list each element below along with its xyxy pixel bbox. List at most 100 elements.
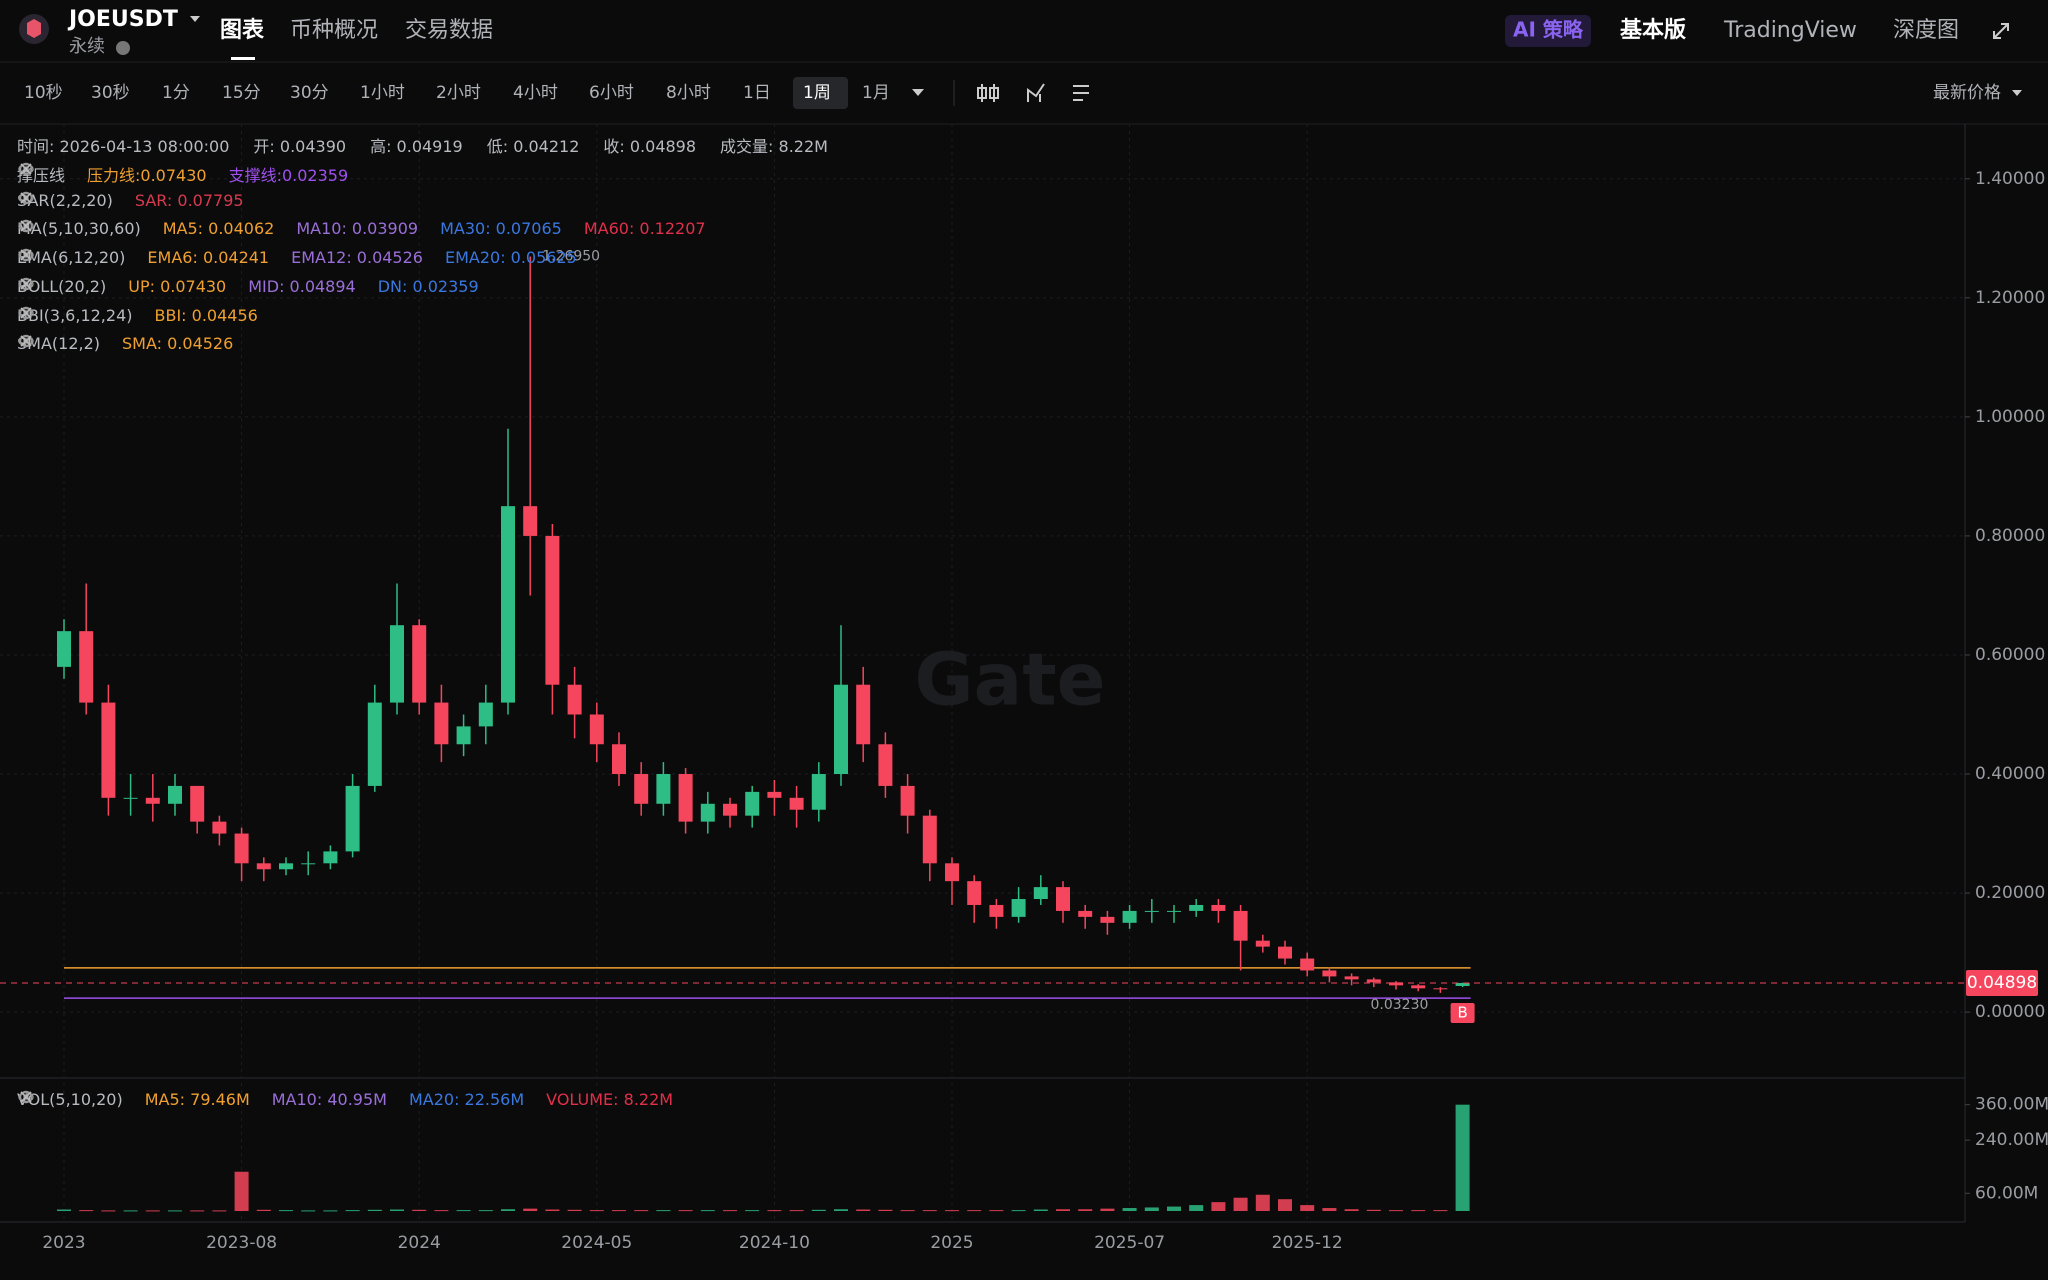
indicator-value: EMA12: 0.04526	[291, 248, 423, 268]
indicator-row: SAR(2,2,20) SAR: 0.07795	[17, 191, 244, 210]
volume-bar	[79, 1210, 94, 1212]
settings-icon[interactable]	[17, 1090, 35, 1104]
indicator-name[interactable]: SMA(12,2)	[17, 334, 101, 354]
header-link[interactable]: 深度图	[1893, 18, 1959, 43]
indicator-name[interactable]: MA(5,10,30,60)	[17, 219, 141, 239]
volume-bar	[700, 1210, 715, 1212]
interval[interactable]: 2小时	[436, 83, 481, 103]
candle-body	[79, 631, 94, 703]
y-tick-label: 0.20000	[1975, 883, 2045, 903]
header-link[interactable]: 基本版	[1620, 18, 1686, 43]
close-icon[interactable]	[17, 219, 35, 233]
volume-bar	[656, 1210, 671, 1212]
dropdown-arrow	[190, 16, 200, 22]
tab[interactable]: 交易数据	[405, 18, 493, 43]
interval[interactable]: 30分	[290, 83, 329, 103]
indicator-name[interactable]: EMA(6,12,20)	[17, 248, 126, 268]
indicator-name[interactable]: 撑压线	[17, 166, 66, 185]
indicator-value: UP: 0.07430	[128, 276, 227, 296]
indicator-name[interactable]: VOL(5,10,20)	[17, 1090, 123, 1109]
candle-body	[634, 774, 649, 804]
ai-button[interactable]: AI 策略	[1513, 18, 1584, 42]
settings-icon[interactable]	[1073, 85, 1089, 101]
volume-bar	[57, 1209, 71, 1211]
interval[interactable]: 1周	[803, 83, 831, 103]
candle-body	[234, 833, 249, 864]
candle-body	[789, 797, 804, 810]
settings-icon[interactable]	[17, 334, 35, 348]
indicator-name[interactable]: SAR(2,2,20)	[17, 190, 113, 210]
subtitle: 永续	[69, 36, 105, 57]
candle-body	[767, 791, 782, 798]
indicator-value: EMA6: 0.04241	[147, 248, 270, 268]
volume-bar	[967, 1210, 982, 1212]
volume-bar	[1233, 1197, 1248, 1211]
interval[interactable]: 4小时	[513, 83, 558, 103]
close-icon[interactable]	[17, 191, 35, 205]
settings-icon[interactable]	[17, 277, 35, 291]
candle-body	[212, 821, 227, 834]
candle-body	[834, 684, 848, 775]
candle-body	[190, 785, 205, 822]
watermark: Gate	[915, 638, 1106, 722]
y-tick-label: 1.20000	[1975, 288, 2045, 308]
volume-bar	[234, 1171, 249, 1211]
volume-bar	[1389, 1210, 1403, 1212]
volume-bar	[1455, 1104, 1470, 1211]
expand-icon[interactable]	[1993, 23, 2009, 39]
interval[interactable]: 15分	[222, 83, 261, 103]
tab[interactable]: 币种概况	[290, 18, 378, 43]
close-icon[interactable]	[17, 277, 35, 291]
indicator-name[interactable]: BBI(3,6,12,24)	[17, 305, 133, 325]
tab[interactable]: 图表	[220, 18, 265, 43]
candle-body	[1433, 988, 1448, 990]
price-mode[interactable]: 最新价格	[1933, 83, 2001, 103]
indicator-value: MA5: 79.46M	[144, 1090, 250, 1109]
x-tick-label: 2024	[398, 1233, 441, 1253]
candle-body	[1144, 910, 1159, 912]
volume-bar	[723, 1210, 737, 1212]
candle-body	[434, 702, 449, 745]
x-tick-label: 2023-08	[206, 1233, 277, 1253]
indicator-icon[interactable]	[1027, 83, 1045, 102]
settings-icon[interactable]	[17, 191, 35, 205]
x-tick-label: 2024-10	[739, 1233, 810, 1253]
candle-body	[1233, 910, 1248, 941]
interval[interactable]: 6小时	[589, 83, 634, 103]
close-icon[interactable]	[17, 334, 35, 348]
interval-dropdown[interactable]	[912, 89, 924, 96]
candle-body	[1122, 910, 1137, 923]
interval[interactable]: 30秒	[91, 83, 130, 103]
interval-selected-bg	[793, 77, 848, 109]
header-link[interactable]: TradingView	[1723, 18, 1857, 43]
indicator-name[interactable]: BOLL(20,2)	[17, 276, 107, 296]
volume-bar	[1144, 1207, 1159, 1211]
indicator-row: SMA(12,2) SMA: 0.04526	[17, 334, 233, 353]
indicator-value: MA20: 22.56M	[408, 1090, 525, 1109]
settings-icon[interactable]	[17, 248, 35, 262]
volume-bar	[1300, 1205, 1315, 1211]
close-icon[interactable]	[17, 1090, 35, 1104]
settings-icon[interactable]	[17, 306, 35, 320]
close-icon[interactable]	[17, 306, 35, 320]
interval[interactable]: 1月	[862, 83, 890, 103]
interval[interactable]: 8小时	[666, 83, 711, 103]
candle-body	[367, 702, 382, 786]
candle-icon[interactable]	[977, 84, 999, 102]
volume-bar	[434, 1210, 449, 1212]
interval[interactable]: 1日	[743, 83, 771, 103]
settings-icon[interactable]	[17, 162, 35, 176]
interval[interactable]: 10秒	[24, 83, 63, 103]
x-tick-label: 2024-05	[561, 1233, 632, 1253]
candle-body	[922, 815, 937, 864]
volume-bar	[834, 1209, 848, 1211]
close-icon[interactable]	[17, 162, 35, 176]
interval[interactable]: 1分	[162, 83, 190, 103]
symbol[interactable]: JOEUSDT	[67, 7, 178, 32]
indicator-value: MA10: 40.95M	[271, 1090, 387, 1109]
settings-icon[interactable]	[17, 219, 35, 233]
volume-bar	[212, 1210, 227, 1212]
interval[interactable]: 1小时	[360, 83, 405, 103]
close-icon[interactable]	[17, 248, 35, 262]
